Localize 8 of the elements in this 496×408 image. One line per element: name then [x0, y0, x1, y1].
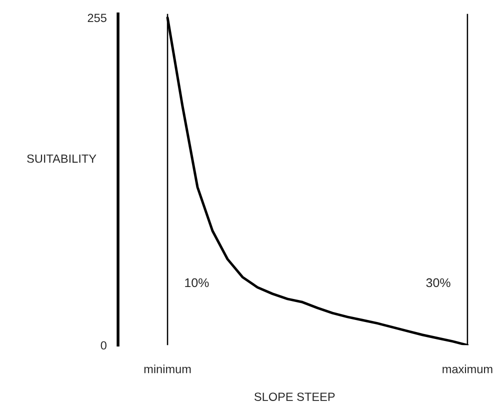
y-tick-label: 0	[100, 341, 106, 350]
x-tick-label: minimum	[144, 364, 191, 374]
x-tick-label: maximum	[442, 364, 492, 374]
ref-line-label: 10%	[185, 278, 209, 288]
y-axis-title: SUITABILITY	[27, 154, 96, 163]
x-axis-title: SLOPE STEEP	[254, 392, 335, 401]
ref-line-label: 30%	[426, 278, 450, 288]
y-tick-label: 255	[88, 14, 106, 22]
